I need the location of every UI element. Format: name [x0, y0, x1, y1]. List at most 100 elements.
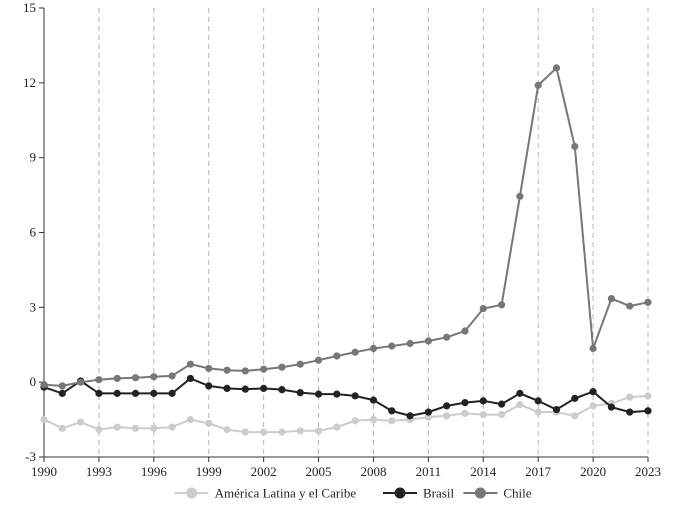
y-tick-label: 3 [30, 299, 37, 314]
x-tick-label: 2008 [360, 464, 386, 479]
x-tick-label: 2014 [470, 464, 497, 479]
data-point [443, 402, 451, 410]
data-point [626, 302, 634, 310]
data-point [516, 389, 524, 397]
data-point [168, 389, 176, 397]
data-point [278, 363, 286, 371]
data-point [205, 382, 213, 390]
data-point [461, 399, 469, 407]
legend-marker [474, 487, 486, 499]
x-tick-label: 2011 [416, 464, 442, 479]
data-point [351, 392, 359, 400]
data-point [516, 192, 524, 200]
data-point [644, 392, 652, 400]
data-point [479, 304, 487, 313]
y-tick-label: -3 [25, 449, 36, 464]
data-point [314, 427, 323, 435]
data-point [333, 390, 341, 398]
data-point [626, 408, 634, 416]
data-point [241, 385, 249, 393]
data-point [186, 360, 195, 368]
data-point [388, 342, 396, 350]
grid [98, 8, 649, 457]
data-point [369, 415, 378, 424]
data-point [113, 389, 121, 397]
data-point [534, 81, 542, 89]
data-point [186, 374, 195, 383]
legend-item-brasil: Brasil [383, 486, 454, 501]
data-point [443, 333, 451, 341]
x-tick-label: 2005 [306, 464, 332, 479]
data-point [461, 327, 469, 335]
legend-marker [394, 487, 406, 499]
data-point [644, 298, 652, 306]
series-line-america-latina-y-el-caribe [43, 394, 649, 434]
legend-item-america-latina-y-el-caribe: América Latina y el Caribe [174, 486, 357, 501]
series-america-latina-y-el-caribe [40, 392, 652, 436]
data-point [150, 389, 158, 397]
data-point [351, 417, 359, 425]
data-point [95, 389, 103, 397]
data-point [150, 373, 158, 381]
data-point [406, 339, 414, 348]
data-point [497, 400, 506, 408]
data-point [589, 388, 597, 396]
data-point [223, 384, 231, 393]
data-point [168, 423, 176, 431]
data-point [607, 295, 615, 303]
data-point [296, 389, 304, 397]
data-point [424, 408, 432, 416]
data-point [278, 386, 286, 394]
data-point [443, 412, 451, 420]
x-tick-label: 2023 [635, 464, 661, 479]
data-point [95, 425, 103, 434]
series-chile [40, 64, 652, 390]
x-tick-label: 2020 [580, 464, 606, 479]
data-point [58, 382, 66, 390]
data-point [424, 413, 432, 421]
data-point [534, 408, 542, 416]
legend-label: Brasil [423, 486, 454, 501]
series [40, 64, 652, 436]
y-tick-label: 9 [30, 150, 37, 165]
data-point [40, 381, 48, 389]
data-point [571, 142, 579, 151]
data-point [58, 424, 66, 432]
data-point [479, 410, 487, 419]
data-point [95, 376, 103, 384]
data-point [534, 397, 542, 405]
data-point [205, 364, 213, 373]
data-point [461, 409, 469, 417]
data-point [58, 389, 66, 397]
data-point [260, 384, 268, 393]
legend-label: América Latina y el Caribe [215, 486, 357, 501]
data-point [607, 403, 615, 411]
legend-item-chile: Chile [463, 486, 532, 501]
data-point [241, 428, 249, 436]
data-point [205, 419, 213, 427]
data-point [333, 352, 341, 360]
data-point [424, 337, 432, 345]
data-point [168, 372, 176, 380]
data-point [479, 397, 487, 405]
data-point [278, 428, 286, 436]
data-point [77, 418, 85, 426]
data-point [131, 389, 140, 397]
data-point [406, 412, 414, 420]
tick-labels: -3 0 3 6 9 12 15 1990 1993 1996 1999 2002 2005 2008 20… [23, 0, 661, 479]
legend: América Latina y el Caribe Brasil Chile [174, 486, 532, 501]
data-point [589, 402, 597, 410]
data-point [150, 424, 158, 432]
data-point [644, 407, 652, 415]
data-point [223, 366, 231, 374]
data-point [314, 356, 323, 364]
data-point [296, 427, 304, 435]
data-point [516, 401, 524, 409]
data-point [626, 393, 634, 401]
data-point [113, 374, 121, 383]
data-point [571, 394, 579, 402]
data-point [333, 423, 341, 431]
data-point [260, 428, 268, 436]
data-point [369, 396, 378, 404]
